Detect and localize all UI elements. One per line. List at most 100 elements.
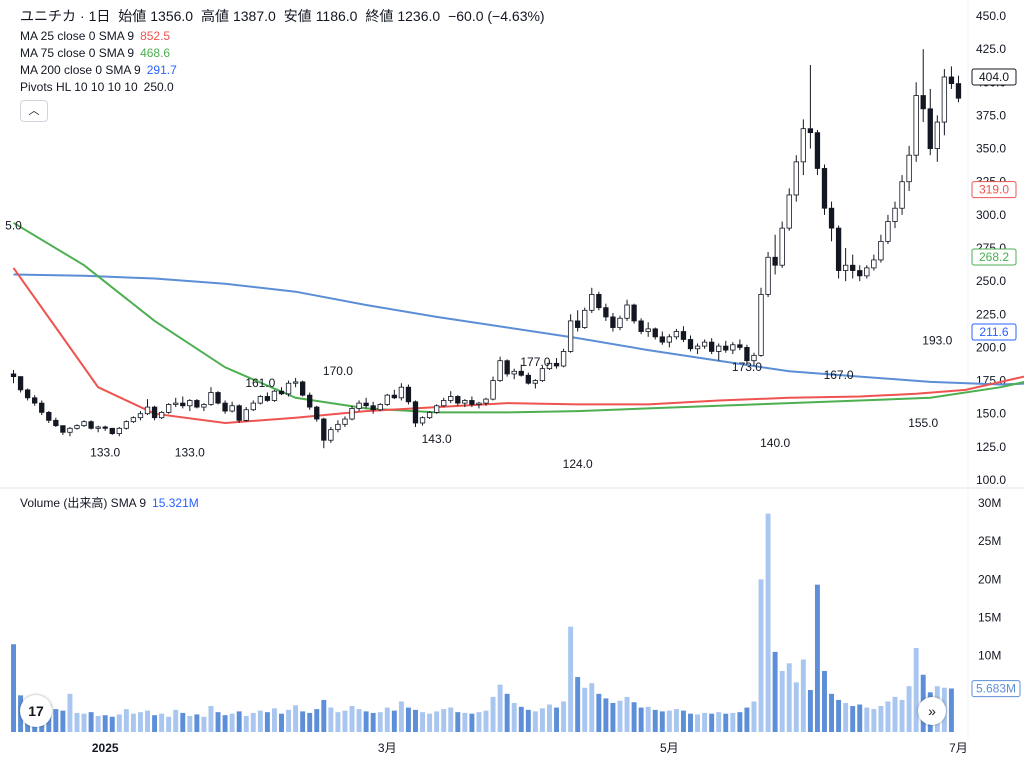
indicator-ma200[interactable]: MA 200 close 0 SMA 9 291.7 [20,62,549,79]
volume-bar [363,711,369,732]
change-value: −60.0 (−4.63%) [448,8,545,24]
volume-bar [307,712,313,732]
candle-body [525,374,531,384]
candle-body [81,421,87,427]
candle-body [257,396,263,404]
volume-bar [455,712,461,732]
candle-body [201,404,207,408]
candle-body [95,426,101,429]
tradingview-logo[interactable]: 17 [20,695,52,727]
price-tag [971,323,1017,341]
candle-body [278,390,285,395]
volume-bar [568,626,574,732]
volume-bar [554,707,559,732]
volume-legend[interactable]: Volume (出来高) SMA 9 15.321M [20,494,199,511]
volume-bar [391,710,397,732]
candle-body [250,402,256,411]
candle-body [222,402,228,412]
candle-body [469,400,475,405]
indicator-pivots[interactable]: Pivots HL 10 10 10 10 250.0 [20,79,549,96]
close-value: 1236.0 [397,8,441,24]
volume-bar [758,579,764,732]
pivot-label: 167.0 [824,368,854,382]
volume-bar [906,686,912,732]
candle-body [878,240,884,261]
candle-body [786,194,792,229]
candle-body [88,421,94,429]
candle-body [709,341,715,352]
volume-bar [561,701,567,732]
candle-body [603,307,609,318]
candle-body [441,400,447,407]
price-axis-tick: 350.0 [976,142,1006,156]
volume-bar [67,693,73,732]
candle-body [828,207,835,229]
volume-bar [145,710,150,732]
volume-bar [864,707,870,732]
indicator-ma75[interactable]: MA 75 close 0 SMA 9 468.6 [20,45,549,62]
volume-bar [539,708,545,732]
candle-body [575,320,581,328]
volume-bar [11,644,16,732]
candle-body [53,419,59,427]
volume-bar [617,700,623,732]
time-axis-tick: 5月 [660,741,679,755]
candle-body [934,121,940,149]
volume-bar [709,713,715,732]
candle-body [405,386,412,403]
volume-bar [744,707,750,732]
candle-body [307,394,313,408]
scroll-to-realtime-button[interactable]: » [918,697,946,725]
indicator-value: 291.7 [146,63,177,77]
candle-body [109,427,115,435]
pivot-label: 133.0 [90,445,120,459]
volume-bar [490,696,496,732]
candle-body [553,362,560,367]
volume-bar [180,712,186,732]
candle-body [673,331,680,338]
candle-body [46,411,52,421]
volume-bar [652,709,658,732]
candle-body [130,417,137,423]
volume-bar [673,709,679,732]
volume-bar [349,706,355,732]
volume-bar [772,651,778,732]
volume-bar [723,713,729,732]
indicator-value: 468.6 [140,46,171,60]
close-label: 終値 [365,8,394,24]
volume-bar [913,648,919,732]
ma200-line [13,273,1024,386]
candle-body [476,402,482,405]
candle-body [892,207,898,222]
volume-bar [229,713,235,732]
candle-body [835,227,842,271]
volume-bar [525,709,531,732]
candle-body [518,370,524,376]
volume-bar [300,711,306,732]
volume-bar [899,699,905,732]
indicator-ma25[interactable]: MA 25 close 0 SMA 9 852.5 [20,28,549,45]
candle-body [116,427,122,435]
volume-bar [81,713,87,732]
volume-bar [264,712,270,732]
volume-bar [666,710,672,732]
candle-body [229,405,235,412]
symbol-name[interactable]: ユニチカ [20,8,76,24]
volume-bar [250,712,256,732]
candle-body [511,370,517,375]
volume-bar [807,690,813,732]
volume-axis-tick: 15M [978,611,1001,625]
indicator-value: 250.0 [143,80,174,94]
candle-body [920,95,926,110]
candle-body [391,394,397,399]
collapse-legend-button[interactable]: ︿ [20,100,48,122]
interval-label[interactable]: 1日 [88,8,111,24]
volume-bar [765,513,771,732]
candle-body [433,405,440,413]
volume-bar [194,714,200,732]
price-axis-tick: 200.0 [976,340,1006,354]
candle-body [123,421,130,429]
price-axis-tick: 100.0 [976,473,1006,487]
candle-body [716,345,722,352]
